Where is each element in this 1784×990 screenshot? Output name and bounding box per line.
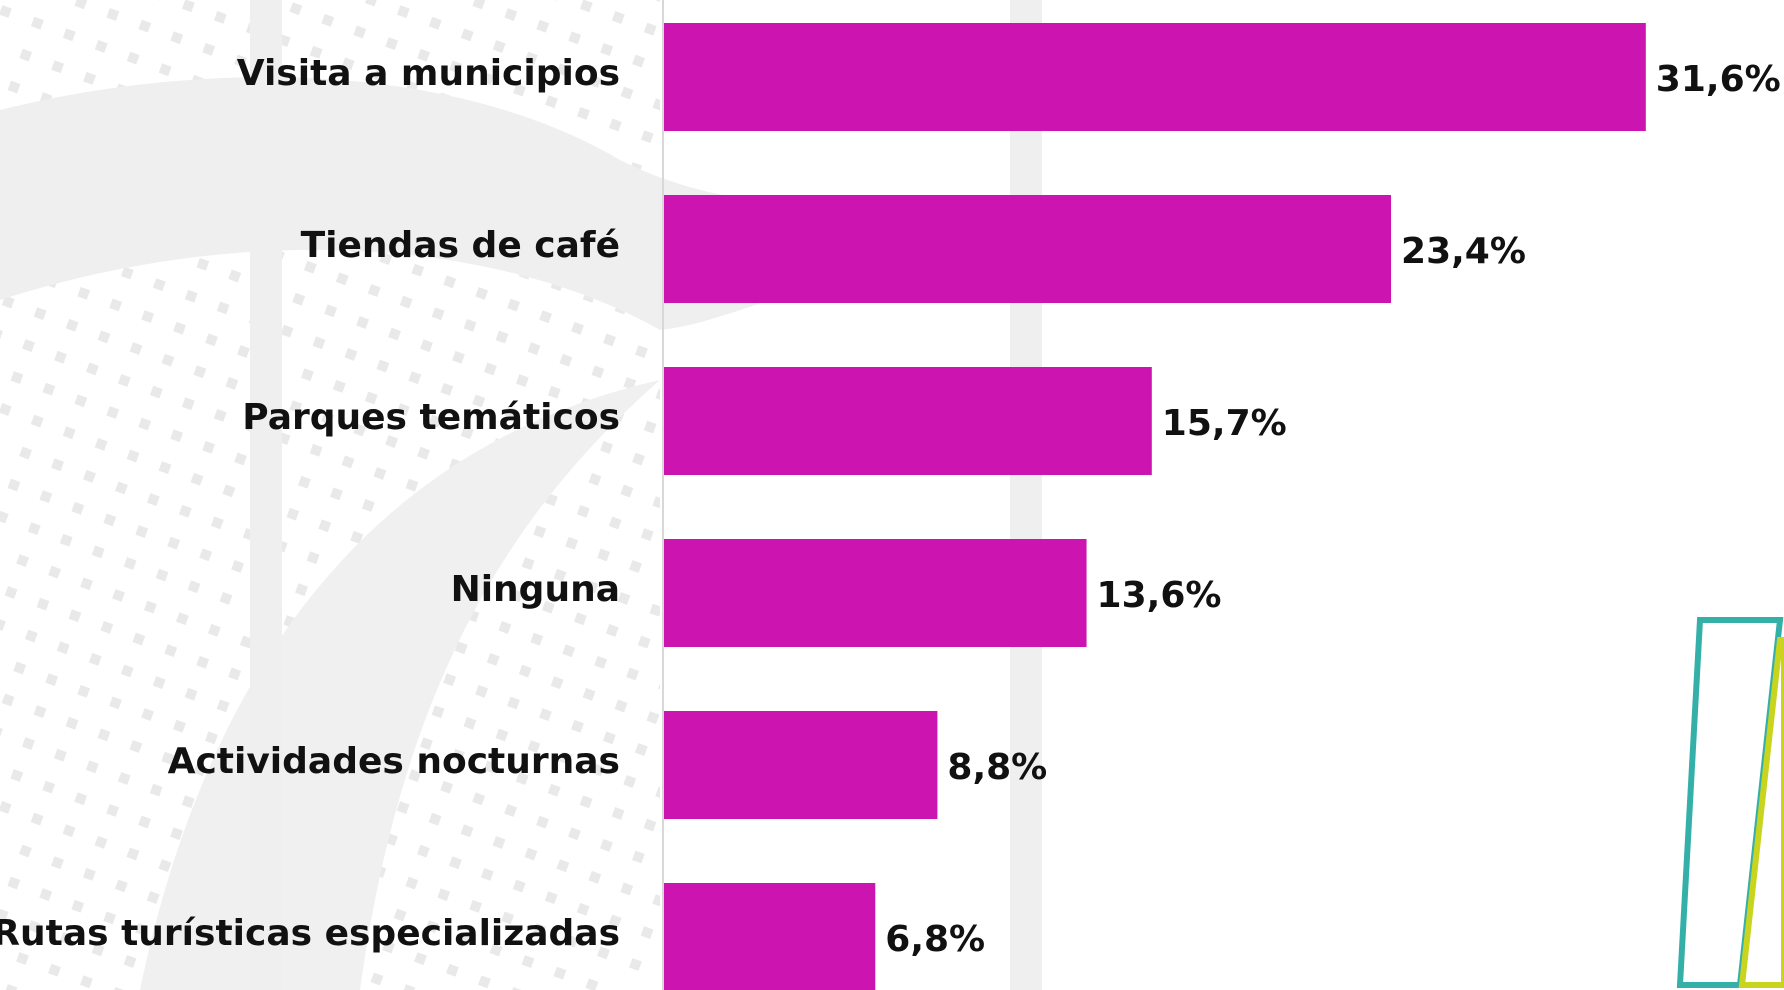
category-label: Tiendas de café bbox=[301, 225, 620, 266]
bar bbox=[664, 883, 876, 990]
value-label: 13,6% bbox=[1097, 575, 1222, 616]
bar bbox=[664, 539, 1087, 647]
bar bbox=[664, 367, 1152, 475]
category-label: Rutas turísticas especializadas bbox=[0, 913, 620, 954]
value-label: 23,4% bbox=[1401, 231, 1526, 272]
bar bbox=[664, 195, 1392, 303]
value-label: 15,7% bbox=[1162, 403, 1287, 444]
bar bbox=[664, 23, 1646, 131]
value-label: 31,6% bbox=[1656, 59, 1781, 100]
bar bbox=[664, 711, 938, 819]
category-label: Actividades nocturnas bbox=[168, 741, 620, 782]
category-label: Visita a municipios bbox=[237, 53, 620, 94]
value-label: 6,8% bbox=[885, 919, 985, 960]
value-label: 8,8% bbox=[947, 747, 1047, 788]
category-label: Parques temáticos bbox=[242, 397, 620, 438]
category-label: Ninguna bbox=[451, 569, 620, 610]
